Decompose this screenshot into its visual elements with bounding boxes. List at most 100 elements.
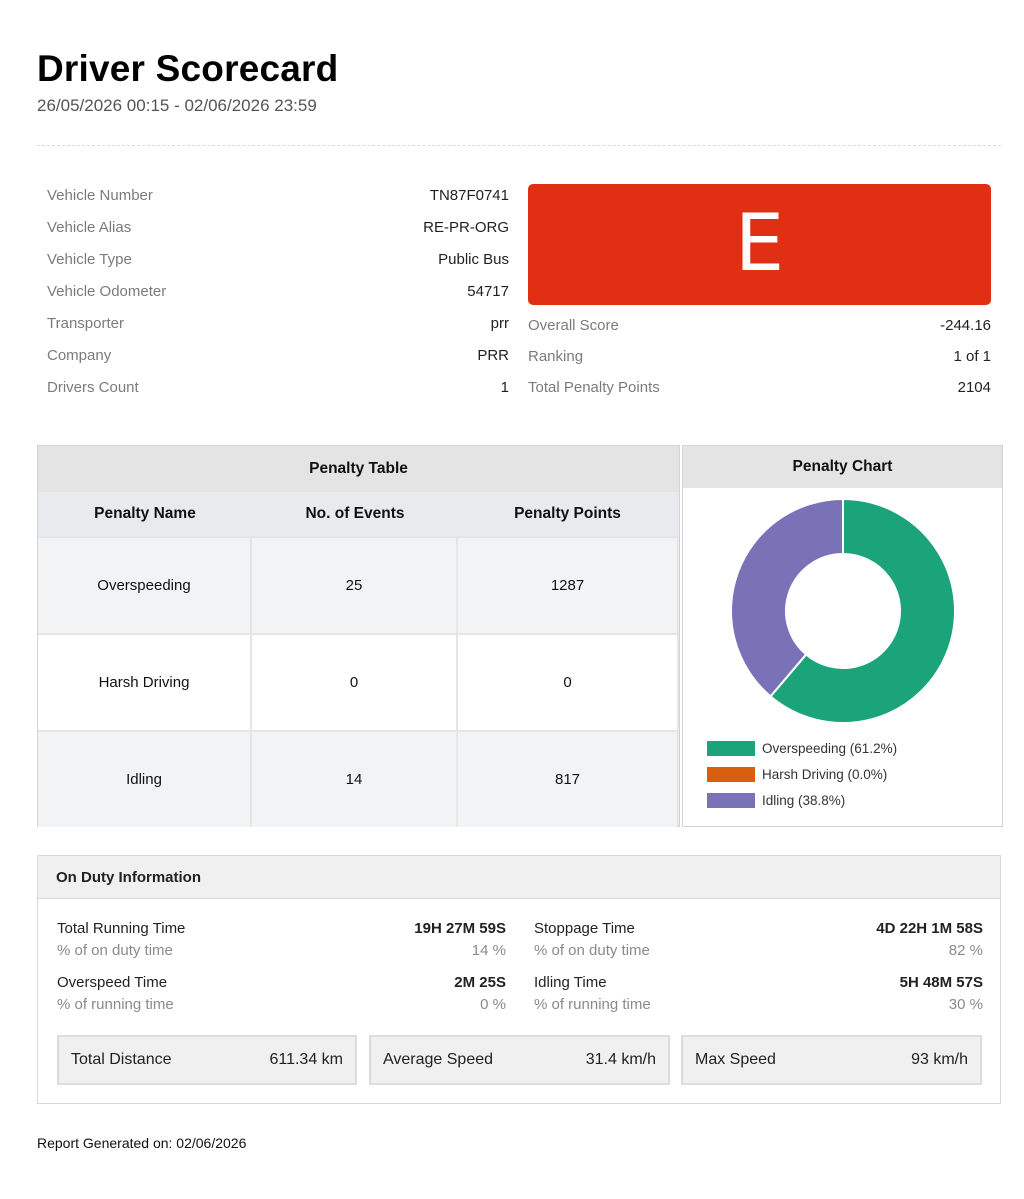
table-cell: Idling <box>38 732 252 827</box>
stat-label: Average Speed <box>383 1051 494 1068</box>
info-label: Drivers Count <box>47 379 139 396</box>
metric-row: Overspeed Time 2M 25S <box>57 972 506 994</box>
stat-label: Total Distance <box>71 1051 172 1068</box>
chart-legend: Overspeeding (61.2%) Harsh Driving (0.0%)… <box>707 735 897 813</box>
page-title: Driver Scorecard <box>37 48 339 89</box>
on-duty-panel: On Duty Information Total Running Time 19… <box>37 855 1001 1104</box>
legend-swatch <box>707 740 755 756</box>
legend-swatch <box>707 766 755 782</box>
date-range: 26/05/2026 00:15 - 02/06/2026 23:59 <box>37 96 317 115</box>
info-value: Public Bus <box>438 251 509 268</box>
info-row-company: Company PRR <box>47 344 509 376</box>
column-header: No. of Events <box>305 505 405 522</box>
legend-item: Harsh Driving (0.0%) <box>707 761 897 787</box>
metric-row: Total Running Time 19H 27M 59S <box>57 918 506 940</box>
metric-sub-name: % of running time <box>57 996 174 1013</box>
table-cell: 0 <box>252 635 458 730</box>
legend-label: Idling (38.8%) <box>762 792 846 808</box>
stat-value: 31.4 km/h <box>585 1051 656 1068</box>
score-value: -244.16 <box>940 317 991 334</box>
penalty-chart: Penalty Chart Overspeeding (61.2%) Harsh … <box>682 445 1003 827</box>
metric-value: 19H 27M 59S <box>414 920 506 937</box>
info-value: 1 <box>500 379 509 396</box>
metric-name: Overspeed Time <box>57 974 168 991</box>
vehicle-info: Vehicle Number TN87F0741 Vehicle Alias RE-… <box>47 184 509 408</box>
on-duty-left-column: Total Running Time 19H 27M 59S % of on du… <box>57 918 506 1016</box>
on-duty-title: On Duty Information <box>38 856 1000 899</box>
stat-value: 611.34 km <box>269 1051 343 1068</box>
metric-sub-value: 0 % <box>480 996 506 1013</box>
slice-idling <box>730 497 844 698</box>
table-cell: Harsh Driving <box>38 635 252 730</box>
info-row-vehicle-type: Vehicle Type Public Bus <box>47 248 509 280</box>
info-row-vehicle-alias: Vehicle Alias RE-PR-ORG <box>47 216 509 248</box>
table-row: Overspeeding 25 1287 <box>38 536 679 633</box>
metric-name: Idling Time <box>534 974 607 991</box>
metric-value: 2M 25S <box>454 974 506 991</box>
info-value: 54717 <box>467 283 509 300</box>
metric-value: 5H 48M 57S <box>899 974 983 991</box>
score-row-total-penalty: Total Penalty Points 2104 <box>528 376 991 407</box>
report-generated-footer: Report Generated on: 02/06/2026 <box>37 1135 247 1151</box>
metric-row: Stoppage Time 4D 22H 1M 58S <box>534 918 983 940</box>
grade-badge: E <box>528 184 991 305</box>
table-cell: 0 <box>458 635 677 730</box>
score-value: 1 of 1 <box>953 348 991 365</box>
metric-sub-value: 14 % <box>471 942 506 959</box>
score-row-overall: Overall Score -244.16 <box>528 314 991 345</box>
stat-average-speed: Average Speed 31.4 km/h <box>369 1035 670 1085</box>
slice-overspeeding <box>769 497 956 724</box>
legend-label: Harsh Driving (0.0%) <box>762 766 888 782</box>
on-duty-right-column: Stoppage Time 4D 22H 1M 58S % of on duty … <box>534 918 983 1016</box>
metric-name: Total Running Time <box>57 920 186 937</box>
table-cell: 14 <box>252 732 458 827</box>
legend-swatch <box>707 792 755 808</box>
info-row-transporter: Transporter prr <box>47 312 509 344</box>
metric-sub-row: % of on duty time 82 % <box>534 940 983 962</box>
info-label: Vehicle Odometer <box>47 283 167 300</box>
metric-value: 4D 22H 1M 58S <box>876 920 983 937</box>
info-row-vehicle-odometer: Vehicle Odometer 54717 <box>47 280 509 312</box>
score-label: Ranking <box>528 348 584 365</box>
table-cell: 25 <box>252 538 458 633</box>
info-value: RE-PR-ORG <box>423 219 509 236</box>
metric-sub-row: % of running time 0 % <box>57 994 506 1016</box>
penalty-table: Penalty Table Penalty Name No. of Events… <box>37 445 680 827</box>
info-label: Vehicle Type <box>47 251 132 268</box>
table-cell: Overspeeding <box>38 538 252 633</box>
metric-name: Stoppage Time <box>534 920 635 937</box>
metric-sub-value: 30 % <box>948 996 983 1013</box>
stat-value: 93 km/h <box>911 1051 968 1068</box>
stat-total-distance: Total Distance 611.34 km <box>57 1035 357 1085</box>
metric-sub-row: % of running time 30 % <box>534 994 983 1016</box>
info-row-vehicle-number: Vehicle Number TN87F0741 <box>47 184 509 216</box>
table-row: Idling 14 817 <box>38 730 679 827</box>
stat-max-speed: Max Speed 93 km/h <box>681 1035 982 1085</box>
info-label: Vehicle Number <box>47 187 153 204</box>
legend-label: Overspeeding (61.2%) <box>762 740 898 756</box>
info-label: Transporter <box>47 315 124 332</box>
info-label: Company <box>47 347 112 364</box>
penalty-chart-caption: Penalty Chart <box>683 446 1002 488</box>
header-divider <box>37 145 1001 146</box>
info-value: PRR <box>477 347 509 364</box>
metric-sub-value: 82 % <box>948 942 983 959</box>
legend-item: Overspeeding (61.2%) <box>707 735 897 761</box>
info-row-drivers-count: Drivers Count 1 <box>47 376 509 408</box>
score-value: 2104 <box>957 379 991 396</box>
legend-item: Idling (38.8%) <box>707 787 897 813</box>
metric-sub-name: % of on duty time <box>534 942 650 959</box>
table-cell: 1287 <box>458 538 677 633</box>
score-label: Total Penalty Points <box>528 379 660 396</box>
score-label: Overall Score <box>528 317 619 334</box>
info-label: Vehicle Alias <box>47 219 132 236</box>
score-row-ranking: Ranking 1 of 1 <box>528 345 991 376</box>
table-row: Harsh Driving 0 0 <box>38 633 679 730</box>
table-cell: 817 <box>458 732 677 827</box>
metric-sub-name: % of on duty time <box>57 942 173 959</box>
column-header: Penalty Points <box>514 505 621 522</box>
metric-sub-name: % of running time <box>534 996 651 1013</box>
penalty-table-header: Penalty Name No. of Events Penalty Point… <box>38 492 679 536</box>
stat-label: Max Speed <box>695 1051 776 1068</box>
metric-row: Idling Time 5H 48M 57S <box>534 972 983 994</box>
